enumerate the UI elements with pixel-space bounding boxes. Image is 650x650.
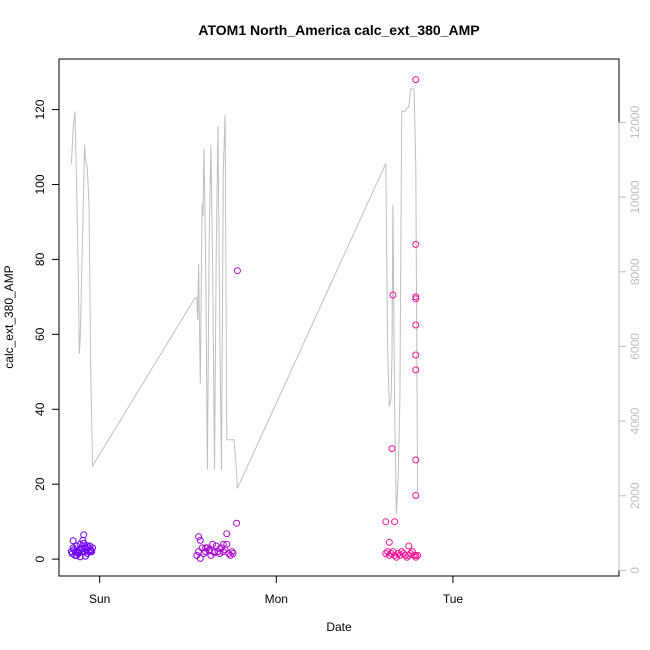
data-point [196,554,204,562]
x-tick-label: Tue [443,592,464,606]
data-point [202,548,210,556]
data-point [83,542,91,550]
axes-layer: 0 20 40 60 80 100 120 0 2000 4000 6000 8000 10000 120… [33,99,642,606]
y2-tick-label: 0 [628,567,642,574]
data-point [382,550,390,557]
data-point [412,240,420,248]
data-point [385,538,393,546]
data-point [389,291,397,299]
data-point [76,553,84,561]
data-point [403,553,411,561]
data-point [412,492,420,499]
y2-tick-label: 12000 [628,105,642,139]
data-point [412,76,420,84]
data-point [216,545,224,553]
y-tick-label: 20 [33,477,47,491]
data-point [223,540,231,548]
data-point [87,547,95,555]
x-tick-label: Mon [265,592,288,606]
data-point [78,545,86,553]
y-tick-label: 60 [33,327,47,341]
y2-tick-label: 10000 [628,180,642,214]
data-point [392,553,400,561]
y2-tick-label: 4000 [628,407,642,434]
y-tick-label: 100 [33,174,47,194]
data-point [219,541,227,548]
data-point [209,540,217,548]
data-point [412,551,420,559]
data-point [196,536,204,544]
y2-tick-label: 8000 [628,258,642,285]
y-axis-label: calc_ext_380_AMP [2,265,16,368]
data-point [391,518,399,526]
y-tick-label: 40 [33,402,47,416]
data-point [412,293,420,301]
x-tick-label: Sun [89,592,110,606]
y2-tick-label: 2000 [628,482,642,509]
chart-title: ATOM1 North_America calc_ext_380_AMP [198,22,479,38]
x-axis-label: Date [326,620,352,634]
data-point [382,518,390,526]
data-point [396,551,404,559]
data-point [391,551,399,559]
point-series-layer [67,76,422,562]
data-point [225,550,233,557]
data-point [388,445,396,453]
data-point [412,553,420,561]
data-point [233,519,240,527]
line-series-layer [70,88,419,515]
data-point [82,552,89,560]
data-point [408,548,416,556]
data-point [233,267,241,275]
y-tick-label: 0 [33,555,47,562]
data-point [412,456,420,464]
data-point [405,551,413,559]
data-point [211,549,218,557]
data-point [387,550,395,557]
y-tick-label: 120 [33,99,47,119]
data-point [398,548,406,556]
line-series [70,88,419,515]
data-point [405,542,413,550]
y-tick-label: 80 [33,252,47,266]
data-point [384,548,392,556]
data-point [80,531,88,539]
data-point [385,551,393,559]
data-point [195,533,203,541]
data-point [229,550,237,557]
data-point [412,351,420,359]
data-point [69,537,77,545]
data-point [412,366,420,374]
data-point [223,530,231,538]
y2-tick-label: 6000 [628,333,642,360]
data-point [394,550,402,557]
data-point [412,321,420,329]
data-point [412,295,420,303]
